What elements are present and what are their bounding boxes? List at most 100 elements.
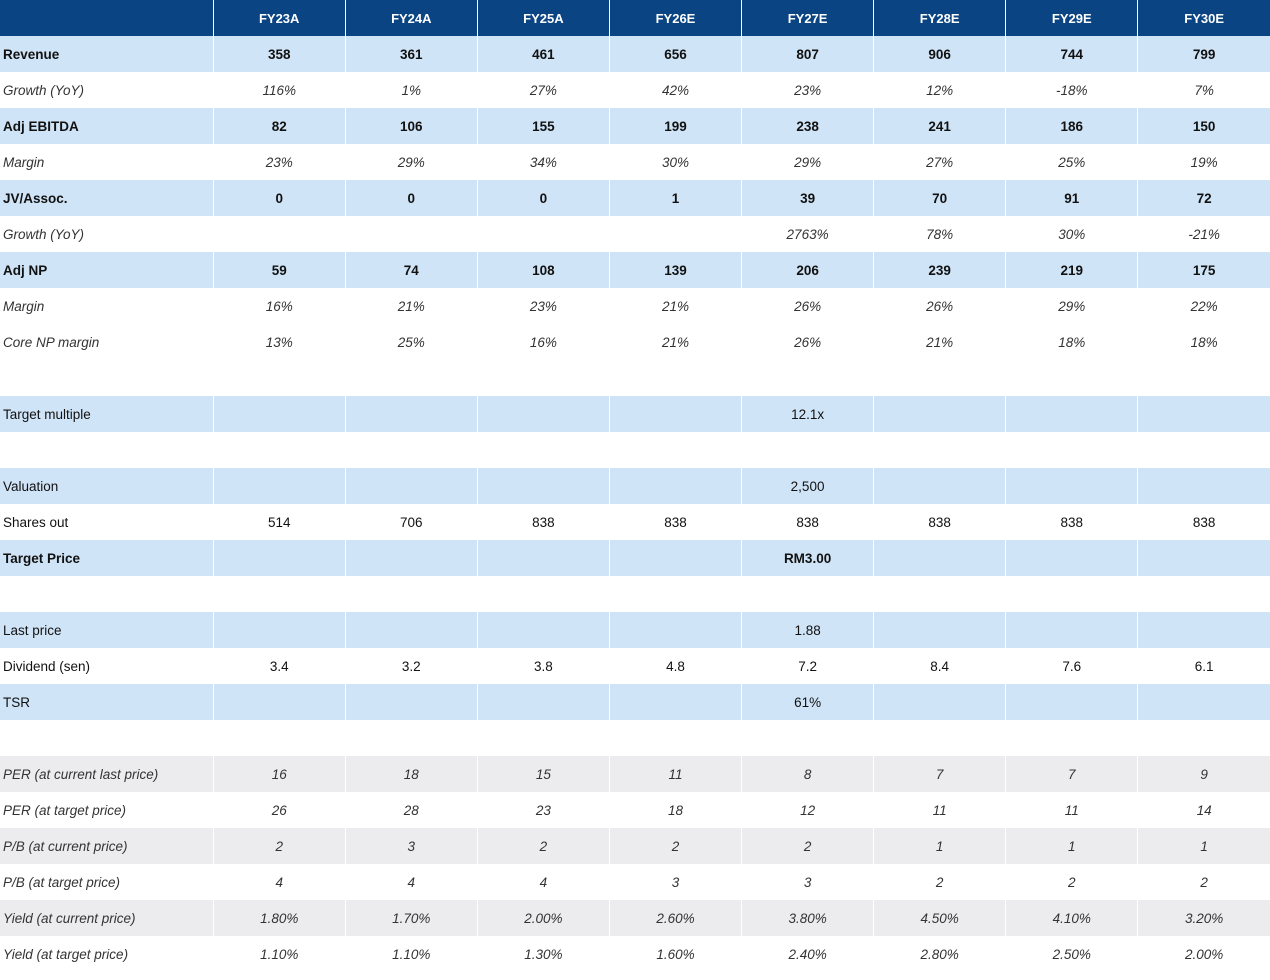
table-row: Adj NP 59 74 108 139 206 239 219 175 [0, 252, 1270, 288]
table-cell: 3 [609, 864, 743, 900]
table-cell: 7 [873, 756, 1007, 792]
row-label: Revenue [0, 36, 214, 72]
table-cell: 42% [609, 72, 743, 108]
table-cell: 21% [873, 324, 1007, 360]
table-cell: 358 [213, 36, 346, 72]
table-cell: 39 [741, 180, 875, 216]
table-cell [873, 684, 1007, 720]
table-cell: 2 [213, 828, 346, 864]
table-cell: 25% [1005, 144, 1139, 180]
table-cell: 11 [609, 756, 743, 792]
table-cell: 18 [609, 792, 743, 828]
table-cell [873, 720, 1007, 756]
table-cell: 1.88 [741, 612, 875, 648]
table-cell: 139 [609, 252, 743, 288]
table-cell: 3 [741, 864, 875, 900]
row-label: Growth (YoY) [0, 72, 214, 108]
header-fy26e: FY26E [609, 0, 743, 36]
table-cell: 28 [345, 792, 478, 828]
table-cell [477, 396, 610, 432]
table-cell: 1% [345, 72, 478, 108]
row-label: Core NP margin [0, 324, 214, 360]
table-cell: 838 [873, 504, 1007, 540]
table-cell [741, 360, 875, 396]
table-cell [1138, 432, 1270, 468]
table-cell: 3.4 [213, 648, 346, 684]
table-cell: 1.70% [345, 900, 478, 936]
table-cell [477, 216, 610, 252]
table-cell: 29% [741, 144, 875, 180]
row-label: JV/Assoc. [0, 180, 214, 216]
header-fy25a: FY25A [477, 0, 610, 36]
table-cell: 799 [1137, 36, 1270, 72]
table-cell [1005, 684, 1139, 720]
table-cell [609, 360, 743, 396]
table-cell: 2,500 [741, 468, 875, 504]
table-cell: 72 [1137, 180, 1270, 216]
table-cell [213, 612, 346, 648]
table-cell [1137, 468, 1270, 504]
table-cell [609, 720, 743, 756]
table-cell: 461 [477, 36, 610, 72]
table-cell: 7.2 [741, 648, 875, 684]
table-cell [1005, 576, 1139, 612]
table-cell [1137, 540, 1270, 576]
table-cell: 838 [1192, 514, 1216, 530]
table-cell: 26 [213, 792, 346, 828]
row-label: Target multiple [0, 396, 214, 432]
table-cell [873, 360, 1007, 396]
table-cell [345, 612, 478, 648]
table-cell: 23% [741, 72, 875, 108]
table-cell [345, 216, 478, 252]
table-cell [345, 468, 478, 504]
table-cell: 11 [873, 792, 1007, 828]
table-cell: 7% [1194, 82, 1214, 98]
table-row: Yield (at current price) 1.80% 1.70% 2.00% 2… [0, 900, 1270, 936]
table-row [0, 576, 1270, 612]
row-label: Shares out [0, 504, 214, 540]
table-cell: 91 [1005, 180, 1139, 216]
table-cell: 238 [741, 108, 875, 144]
table-cell: 2 [1005, 864, 1139, 900]
table-cell: 2763% [741, 216, 875, 252]
table-cell [213, 396, 346, 432]
header-fy30e: FY30E [1137, 0, 1270, 36]
row-label: Valuation [0, 468, 214, 504]
table-cell: 3.20% [1137, 900, 1270, 936]
table-cell: 11 [1005, 792, 1139, 828]
table-cell [213, 540, 346, 576]
table-cell [741, 432, 875, 468]
table-row: Revenue 358 361 461 656 807 906 744 799 [0, 36, 1270, 72]
row-label: Dividend (sen) [0, 648, 214, 684]
table-cell: 108 [477, 252, 610, 288]
corner-header-cell [0, 0, 214, 36]
table-cell: 4.8 [609, 648, 743, 684]
table-cell [1005, 396, 1139, 432]
table-cell [1137, 612, 1270, 648]
table-cell: 2.00% [477, 900, 610, 936]
table-cell [873, 540, 1007, 576]
table-cell: 26% [741, 324, 875, 360]
table-cell: 199 [609, 108, 743, 144]
table-cell [1137, 684, 1270, 720]
table-row [0, 360, 1270, 396]
table-cell: 838 [477, 504, 610, 540]
table-cell: 16% [213, 288, 346, 324]
table-cell [741, 576, 875, 612]
table-cell [873, 396, 1007, 432]
table-cell: 706 [345, 504, 478, 540]
table-cell: 1.60% [609, 936, 743, 972]
table-cell [1138, 720, 1270, 756]
table-cell: 241 [873, 108, 1007, 144]
table-cell: 14 [1196, 802, 1212, 818]
table-cell: 744 [1005, 36, 1139, 72]
table-cell: 514 [213, 504, 346, 540]
table-cell [1005, 540, 1139, 576]
table-row: Growth (YoY) 116% 1% 27% 42% 23% 12% -18% 7% [0, 72, 1270, 108]
table-row: Margin 23% 29% 34% 30% 29% 27% 25% 19% [0, 144, 1270, 180]
table-cell: 26% [741, 288, 875, 324]
table-cell [1005, 612, 1139, 648]
table-row: PER (at target price) 26 28 23 18 12 11 11 14 [0, 792, 1270, 828]
table-cell: 12% [873, 72, 1007, 108]
